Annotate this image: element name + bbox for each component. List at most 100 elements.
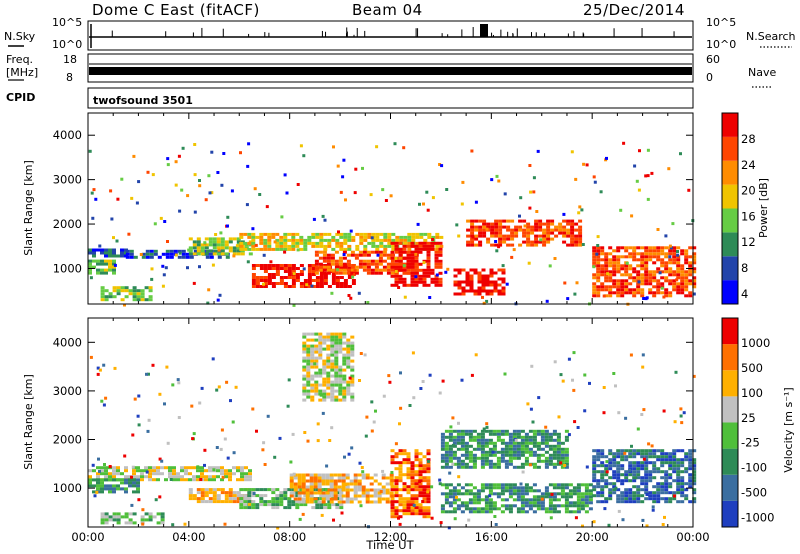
velocity-cell — [632, 461, 637, 465]
velocity-cell — [381, 473, 386, 477]
power-cell — [554, 225, 559, 229]
velocity-cell — [100, 515, 105, 519]
power-cell — [109, 189, 113, 193]
power-cell — [267, 282, 272, 285]
velocity-cell — [322, 398, 327, 402]
power-cell — [672, 252, 677, 256]
power-cell — [648, 273, 653, 277]
power-cell — [331, 235, 336, 239]
velocity-cell — [460, 432, 465, 436]
velocity-cell — [664, 476, 669, 480]
velocity-cell — [406, 485, 411, 489]
velocity-cell — [476, 432, 481, 436]
power-cell — [323, 244, 328, 248]
velocity-cell — [160, 521, 165, 525]
power-cell — [382, 253, 387, 257]
velocity-cell — [259, 500, 264, 504]
velocity-cell — [500, 432, 505, 436]
velocity-cell — [240, 475, 244, 479]
power-cell — [283, 285, 288, 288]
power-cell — [489, 271, 494, 275]
velocity-cell — [196, 475, 200, 479]
power-cell — [177, 255, 182, 259]
velocity-cell — [656, 467, 661, 471]
power-cell — [239, 151, 242, 155]
velocity-cell — [140, 515, 145, 519]
velocity-cell — [297, 476, 302, 480]
velocity-cell — [632, 485, 637, 489]
velocity-cell — [293, 497, 298, 501]
velocity-cell — [116, 466, 120, 470]
velocity-cell — [271, 497, 276, 501]
power-cell — [149, 252, 154, 256]
velocity-cell — [381, 488, 386, 492]
velocity-cell — [244, 478, 248, 482]
velocity-cell — [426, 509, 431, 513]
power-cell — [485, 283, 490, 287]
velocity-cell — [600, 485, 605, 489]
velocity-cell — [512, 435, 517, 439]
velocity-cell — [461, 501, 465, 505]
velocity-cell — [472, 447, 477, 451]
velocity-cell — [104, 396, 108, 400]
velocity-cell — [596, 464, 601, 468]
power-cell — [688, 255, 693, 259]
velocity-cell — [628, 452, 633, 456]
velocity-cell — [224, 494, 229, 498]
power-cell — [351, 282, 356, 285]
velocity-echo-region — [440, 429, 569, 469]
velocity-cell — [624, 458, 629, 462]
power-cell — [354, 256, 359, 260]
power-cell — [573, 292, 577, 296]
velocity-cell — [212, 488, 217, 492]
power-cell — [165, 255, 170, 259]
velocity-cell — [668, 473, 673, 477]
velocity-colorbar-tick: 100 — [741, 386, 763, 400]
power-cell — [600, 282, 605, 286]
velocity-cell — [326, 395, 331, 399]
velocity-cell — [692, 461, 697, 465]
velocity-cell — [310, 365, 315, 369]
power-cell — [546, 222, 551, 226]
velocity-cell — [289, 476, 294, 480]
velocity-cell — [271, 503, 276, 507]
power-cell — [656, 288, 661, 292]
power-cell — [376, 253, 380, 257]
velocity-cell — [661, 523, 665, 526]
velocity-cell — [608, 476, 613, 480]
velocity-cell — [644, 452, 649, 456]
velocity-cell — [676, 482, 681, 486]
power-cell — [624, 270, 629, 274]
velocity-cell — [287, 378, 291, 382]
velocity-cell — [289, 460, 293, 464]
power-cell — [338, 259, 343, 263]
power-cell — [608, 264, 613, 268]
power-cell — [112, 236, 115, 240]
velocity-cell — [528, 438, 533, 442]
velocity-cell — [334, 374, 339, 378]
power-cell — [570, 219, 575, 223]
velocity-cell — [314, 365, 319, 369]
velocity-cell — [112, 487, 116, 491]
power-cell — [407, 247, 412, 251]
power-cell — [542, 237, 547, 241]
power-cell — [461, 292, 466, 296]
power-cell — [212, 237, 217, 241]
velocity-cell — [468, 510, 473, 514]
velocity-cell — [488, 453, 493, 457]
velocity-cell — [305, 494, 310, 498]
power-cell — [236, 240, 241, 244]
velocity-cell — [414, 473, 419, 477]
velocity-cell — [130, 475, 133, 479]
velocity-cell — [444, 459, 449, 463]
power-cell — [319, 244, 324, 248]
velocity-cell — [306, 344, 311, 348]
power-cell — [203, 241, 207, 245]
velocity-cell — [333, 479, 338, 483]
power-cell — [283, 267, 288, 270]
velocity-cell — [521, 470, 525, 474]
velocity-cell — [600, 491, 605, 495]
velocity-cell — [204, 500, 209, 504]
velocity-cell — [342, 386, 347, 390]
velocity-cell — [369, 476, 374, 480]
